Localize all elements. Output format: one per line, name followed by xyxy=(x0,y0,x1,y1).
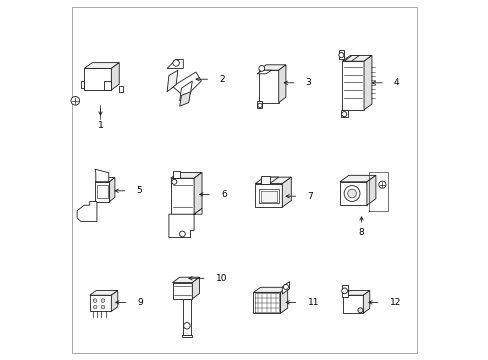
Polygon shape xyxy=(172,283,192,299)
Circle shape xyxy=(172,60,179,66)
Polygon shape xyxy=(342,61,363,110)
Circle shape xyxy=(338,53,343,58)
Polygon shape xyxy=(366,175,375,205)
Text: 4: 4 xyxy=(393,78,399,87)
Polygon shape xyxy=(343,295,363,313)
Circle shape xyxy=(93,299,97,302)
Polygon shape xyxy=(258,189,278,203)
Polygon shape xyxy=(260,176,269,184)
Polygon shape xyxy=(258,65,285,70)
Text: 11: 11 xyxy=(307,298,318,307)
Text: 1: 1 xyxy=(98,121,103,130)
Polygon shape xyxy=(280,287,287,313)
Polygon shape xyxy=(119,86,122,92)
Circle shape xyxy=(71,96,80,105)
Polygon shape xyxy=(172,277,199,283)
Polygon shape xyxy=(344,55,359,61)
Text: 6: 6 xyxy=(221,190,226,199)
Text: 8: 8 xyxy=(358,228,364,237)
Text: 5: 5 xyxy=(136,186,142,195)
Polygon shape xyxy=(95,169,108,182)
Polygon shape xyxy=(95,177,115,182)
Polygon shape xyxy=(192,277,199,299)
Polygon shape xyxy=(282,177,291,207)
Polygon shape xyxy=(339,182,366,205)
Text: 10: 10 xyxy=(215,274,227,283)
Circle shape xyxy=(258,66,264,71)
Polygon shape xyxy=(255,184,282,207)
Circle shape xyxy=(257,103,262,108)
Polygon shape xyxy=(260,191,276,202)
Polygon shape xyxy=(282,282,289,294)
Polygon shape xyxy=(179,92,190,106)
Circle shape xyxy=(357,308,362,313)
Circle shape xyxy=(378,181,385,188)
Circle shape xyxy=(347,189,356,198)
Circle shape xyxy=(101,299,104,302)
Polygon shape xyxy=(257,101,262,108)
Text: 3: 3 xyxy=(305,78,311,87)
Text: 7: 7 xyxy=(307,192,313,201)
Polygon shape xyxy=(194,172,202,214)
Polygon shape xyxy=(258,70,278,103)
Polygon shape xyxy=(182,335,191,337)
Circle shape xyxy=(183,323,190,329)
Polygon shape xyxy=(89,295,111,311)
Circle shape xyxy=(101,305,104,309)
Polygon shape xyxy=(341,285,347,297)
Polygon shape xyxy=(172,72,201,97)
Polygon shape xyxy=(104,81,111,90)
Circle shape xyxy=(93,305,97,309)
Polygon shape xyxy=(260,177,278,184)
Polygon shape xyxy=(77,202,97,221)
Circle shape xyxy=(179,231,185,237)
Polygon shape xyxy=(339,175,375,182)
Circle shape xyxy=(344,186,359,201)
Polygon shape xyxy=(111,63,119,90)
Polygon shape xyxy=(172,171,179,178)
Polygon shape xyxy=(167,70,178,92)
Circle shape xyxy=(171,179,177,184)
Text: 9: 9 xyxy=(137,298,143,307)
Polygon shape xyxy=(253,292,280,313)
Polygon shape xyxy=(257,70,271,74)
Circle shape xyxy=(341,112,346,117)
Polygon shape xyxy=(81,81,84,88)
Polygon shape xyxy=(363,291,369,313)
Circle shape xyxy=(341,288,347,294)
Text: 2: 2 xyxy=(219,75,224,84)
Polygon shape xyxy=(363,55,371,110)
Polygon shape xyxy=(342,55,371,61)
Polygon shape xyxy=(84,68,111,90)
Polygon shape xyxy=(338,50,344,59)
Polygon shape xyxy=(340,110,347,117)
Polygon shape xyxy=(253,287,287,292)
Polygon shape xyxy=(111,291,118,311)
Polygon shape xyxy=(255,177,291,184)
Polygon shape xyxy=(109,177,115,202)
Circle shape xyxy=(283,284,288,289)
Polygon shape xyxy=(167,59,183,68)
Polygon shape xyxy=(179,81,192,101)
Polygon shape xyxy=(95,182,109,202)
Polygon shape xyxy=(168,208,202,238)
Polygon shape xyxy=(84,63,119,68)
Polygon shape xyxy=(97,185,107,198)
Polygon shape xyxy=(343,291,369,295)
Text: 12: 12 xyxy=(389,298,400,307)
Polygon shape xyxy=(89,291,118,295)
Polygon shape xyxy=(278,65,285,103)
Polygon shape xyxy=(170,178,194,214)
Polygon shape xyxy=(183,299,190,335)
Polygon shape xyxy=(170,172,202,178)
